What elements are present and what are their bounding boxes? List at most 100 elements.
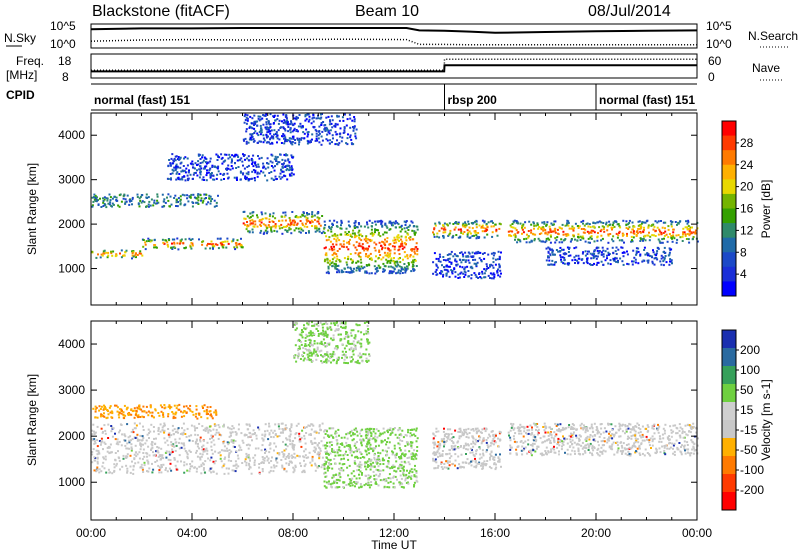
- data-cell: [338, 446, 341, 449]
- data-cell: [461, 266, 464, 269]
- data-cell: [337, 264, 340, 267]
- data-cell: [414, 434, 417, 437]
- data-cell: [142, 448, 145, 451]
- data-cell: [640, 222, 643, 225]
- data-cell: [460, 453, 463, 456]
- data-cell: [335, 435, 338, 438]
- data-cell: [116, 438, 119, 441]
- data-cell: [565, 234, 568, 237]
- data-cell: [331, 119, 334, 122]
- data-cell: [112, 250, 115, 253]
- data-cell: [642, 221, 645, 224]
- data-cell: [220, 242, 223, 245]
- data-cell: [271, 215, 274, 218]
- data-cell: [331, 126, 334, 129]
- data-cell: [269, 132, 272, 135]
- data-cell: [385, 231, 388, 234]
- data-cell: [194, 441, 197, 443]
- data-cell: [603, 226, 606, 229]
- data-cell: [352, 260, 354, 263]
- cpid-panel: CPID normal (fast) 151 rbsp 200 normal (fa…: [6, 83, 697, 111]
- data-cell: [246, 215, 249, 218]
- data-cell: [336, 268, 339, 271]
- data-cell: [350, 454, 353, 457]
- data-cell: [433, 451, 436, 454]
- data-cell: [148, 239, 151, 241]
- data-cell: [348, 478, 351, 481]
- data-cell: [272, 221, 275, 223]
- data-cell: [371, 234, 374, 237]
- data-cell: [478, 462, 481, 465]
- data-cell: [284, 136, 287, 139]
- data-cell: [148, 437, 150, 439]
- data-cell: [267, 126, 270, 129]
- data-cell: [333, 480, 336, 483]
- data-cell: [343, 267, 346, 270]
- data-cell: [479, 436, 482, 439]
- data-cell: [653, 225, 656, 228]
- data-cell: [670, 435, 673, 438]
- data-cell: [495, 434, 497, 437]
- data-cell: [351, 477, 354, 480]
- data-cell: [228, 452, 231, 455]
- series-line-nsky: [90, 27, 698, 34]
- data-cell: [359, 258, 362, 261]
- data-cell: [349, 117, 352, 120]
- data-cell: [248, 457, 251, 460]
- data-cell: [154, 453, 157, 456]
- data-cell: [406, 265, 408, 268]
- data-cell: [231, 431, 234, 434]
- colorbar-swatch: [722, 164, 736, 180]
- data-cell: [244, 178, 247, 181]
- data-cell: [592, 257, 595, 260]
- data-cell: [611, 226, 614, 229]
- data-cell: [219, 457, 222, 460]
- data-cell: [536, 223, 539, 226]
- data-cell: [234, 440, 237, 443]
- data-cell: [370, 458, 373, 461]
- data-cell: [438, 446, 441, 449]
- data-cell: [298, 455, 301, 458]
- data-cell: [402, 258, 404, 261]
- data-cell: [200, 167, 203, 170]
- data-cell: [381, 246, 384, 249]
- data-cell: [249, 115, 252, 118]
- data-cell: [114, 452, 117, 454]
- data-cell: [194, 171, 197, 174]
- data-cell: [184, 238, 187, 241]
- data-cell: [105, 206, 108, 209]
- data-cell: [568, 227, 571, 230]
- data-cell: [253, 123, 256, 126]
- data-cell: [408, 463, 411, 466]
- data-cell: [176, 171, 179, 174]
- data-cell: [161, 193, 164, 196]
- data-cell: [275, 457, 278, 460]
- data-cell: [273, 449, 275, 452]
- data-cell: [438, 452, 441, 455]
- data-cell: [482, 454, 485, 457]
- data-cell: [443, 466, 446, 469]
- data-cell: [618, 230, 621, 233]
- data-cell: [161, 456, 164, 459]
- data-cell: [563, 258, 566, 261]
- data-cell: [433, 227, 436, 230]
- data-cell: [492, 261, 495, 264]
- data-cell: [308, 433, 311, 436]
- data-cell: [197, 153, 200, 156]
- data-cell: [310, 464, 313, 467]
- data-cell: [335, 473, 338, 476]
- data-cell: [584, 228, 587, 231]
- data-cell: [272, 178, 275, 181]
- data-cell: [597, 261, 600, 264]
- data-cell: [461, 431, 464, 434]
- data-cell: [162, 241, 165, 244]
- data-cell: [302, 469, 305, 472]
- data-cell: [274, 119, 277, 122]
- data-cell: [651, 435, 654, 438]
- data-cell: [459, 429, 462, 432]
- data-cell: [254, 454, 257, 457]
- data-cell: [642, 239, 644, 242]
- data-cell: [180, 442, 183, 445]
- data-cell: [610, 226, 613, 229]
- data-cell: [353, 232, 356, 235]
